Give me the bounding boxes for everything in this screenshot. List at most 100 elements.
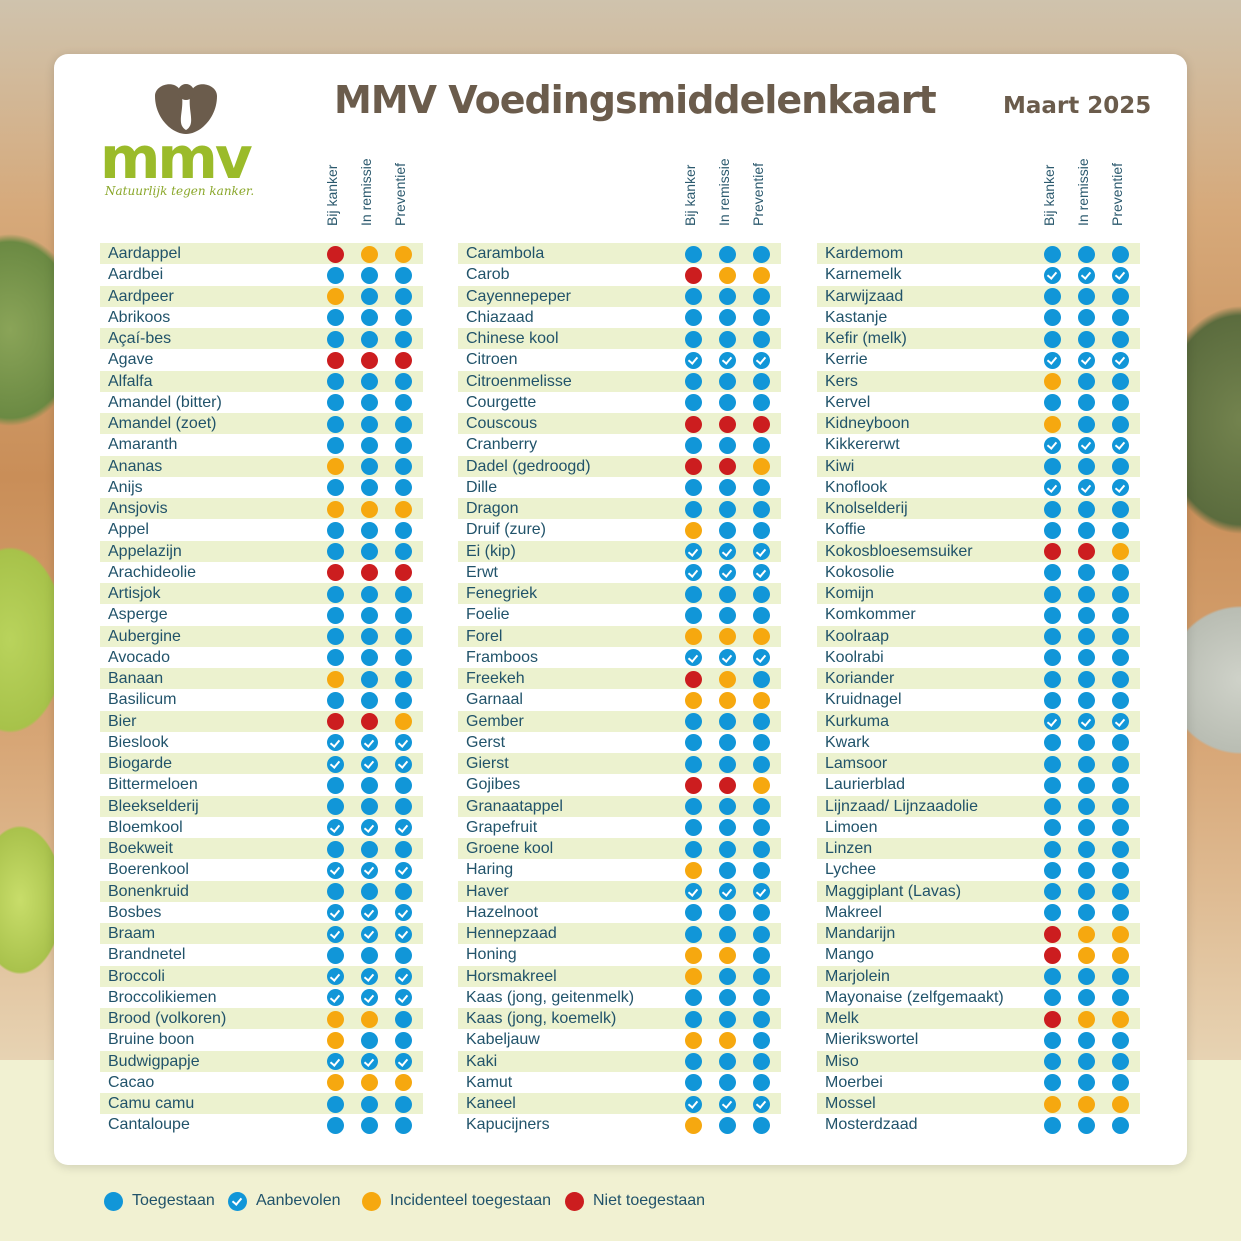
aanbevolen-icon <box>327 925 344 943</box>
toegestaan-icon <box>1078 649 1095 667</box>
food-name: Biogarde <box>108 755 173 772</box>
food-name: Framboos <box>466 648 539 666</box>
niet-toegestaan-icon <box>685 415 702 433</box>
toegestaan-icon <box>753 713 770 730</box>
toegestaan-icon <box>395 628 412 645</box>
toegestaan-icon <box>327 1095 344 1113</box>
toegestaan-icon <box>395 585 412 603</box>
toegestaan-icon <box>719 755 736 773</box>
toegestaan-icon <box>1078 968 1095 985</box>
food-name: Komijn <box>825 585 874 602</box>
aanbevolen-icon <box>361 755 378 773</box>
food-name: Chinese kool <box>466 330 559 347</box>
aanbevolen-icon <box>1112 351 1129 369</box>
food-name: Cacao <box>108 1073 155 1091</box>
table-row: Mosterdzaad <box>817 1114 1140 1135</box>
food-name: Kaneel <box>466 1095 516 1112</box>
food-name: Koolrabi <box>825 648 884 666</box>
toegestaan-icon <box>1044 883 1061 900</box>
food-name: Bittermeloen <box>108 776 198 794</box>
toegestaan-icon <box>1078 1074 1095 1092</box>
toegestaan-icon <box>395 479 412 497</box>
mmv-logo-icon <box>155 84 217 134</box>
table-row: Honing <box>458 944 781 965</box>
toegestaan-icon <box>719 500 736 518</box>
toegestaan-icon <box>1078 309 1095 327</box>
food-name: Kurkuma <box>825 712 890 730</box>
toegestaan-icon <box>1078 1116 1095 1134</box>
aanbevolen-icon <box>685 564 702 582</box>
table-row: Citroen <box>458 349 781 370</box>
toegestaan-icon <box>327 394 344 412</box>
table-row: Kers <box>817 370 1140 392</box>
aanbevolen-icon <box>395 968 412 985</box>
food-name: Forel <box>466 627 503 645</box>
food-name: Boekweit <box>108 840 173 857</box>
table-row: Mossel <box>817 1093 1140 1115</box>
toegestaan-icon <box>1044 755 1061 773</box>
niet-toegestaan-icon <box>565 1192 584 1211</box>
food-name: Kruidnagel <box>825 691 902 709</box>
toegestaan-icon <box>395 309 412 327</box>
food-name: Koriander <box>825 670 895 687</box>
food-name: Hazelnoot <box>466 903 539 921</box>
toegestaan-icon <box>1112 564 1129 582</box>
toegestaan-icon <box>753 585 770 603</box>
food-name: Bloemkool <box>108 818 183 836</box>
table-row: Artisjok <box>100 583 423 605</box>
table-row: Lamsoor <box>817 753 1140 775</box>
aanbevolen-icon <box>1112 479 1129 497</box>
food-name: Groene kool <box>466 840 554 857</box>
toegestaan-icon <box>1078 691 1095 709</box>
table-row: Kastanje <box>817 307 1140 328</box>
table-row: Ansjovis <box>100 498 423 520</box>
aanbevolen-icon <box>395 755 412 773</box>
table-row: Komijn <box>817 583 1140 605</box>
toegestaan-icon <box>1078 798 1095 815</box>
column-header: In remissie <box>356 140 376 226</box>
toegestaan-icon <box>1078 755 1095 773</box>
aanbevolen-icon <box>327 1053 344 1070</box>
toegestaan-icon <box>361 436 378 454</box>
food-name: Appel <box>108 521 149 539</box>
niet-toegestaan-icon <box>395 351 412 369</box>
toegestaan-icon <box>1078 521 1095 539</box>
food-name: Carambola <box>466 245 545 262</box>
table-row: Kwark <box>817 732 1140 753</box>
table-row: Koffie <box>817 519 1140 540</box>
food-name: Mango <box>825 946 874 964</box>
toegestaan-icon <box>685 755 702 773</box>
toegestaan-icon <box>361 394 378 412</box>
table-row: Cantaloupe <box>100 1114 423 1135</box>
toegestaan-icon <box>685 989 702 1007</box>
toegestaan-icon <box>361 840 378 858</box>
aanbevolen-icon <box>327 861 344 879</box>
table-row: Amaranth <box>100 434 423 455</box>
legend-label: Aanbevolen <box>256 1192 341 1209</box>
food-name: Haver <box>466 882 509 900</box>
toegestaan-icon <box>1078 373 1095 390</box>
incidenteel-icon <box>327 1074 344 1092</box>
aanbevolen-icon <box>685 883 702 900</box>
aanbevolen-icon <box>395 734 412 752</box>
food-name: Kers <box>825 372 858 390</box>
food-name: Courgette <box>466 393 537 411</box>
incidenteel-icon <box>1078 946 1095 964</box>
food-name: Asperge <box>108 606 168 624</box>
column-header-label: Preventief <box>750 162 766 226</box>
aanbevolen-icon <box>361 819 378 837</box>
toegestaan-icon <box>719 245 736 263</box>
incidenteel-icon <box>1044 373 1061 390</box>
table-row: Ananas <box>100 455 423 477</box>
food-name: Gojibes <box>466 776 521 794</box>
toegestaan-icon <box>1112 840 1129 858</box>
table-row: Bier <box>100 710 423 732</box>
niet-toegestaan-icon <box>685 776 702 794</box>
food-name: Honing <box>466 946 517 964</box>
table-row: Gierst <box>458 753 781 775</box>
food-name: Kikkererwt <box>825 436 900 454</box>
niet-toegestaan-icon <box>327 713 344 730</box>
toegestaan-icon <box>1112 989 1129 1007</box>
niet-toegestaan-icon <box>719 776 736 794</box>
aanbevolen-icon <box>719 649 736 667</box>
